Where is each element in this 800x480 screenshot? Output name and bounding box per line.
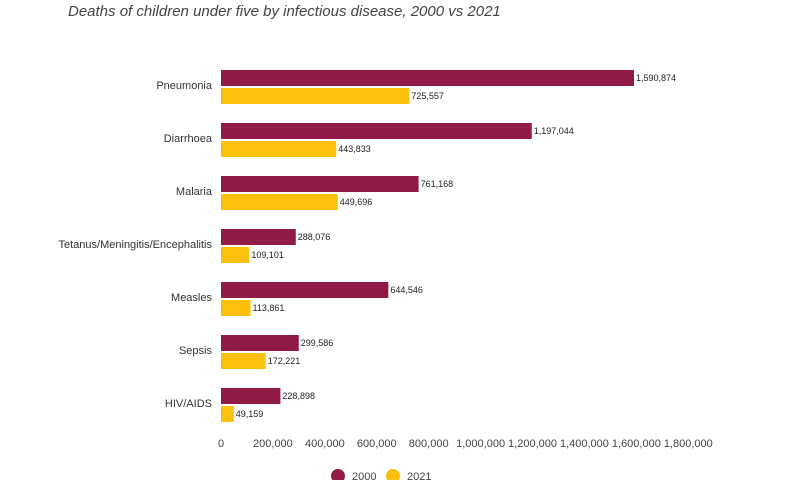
x-tick-label: 1,000,000 [456, 438, 505, 450]
category-label: Pneumonia [156, 80, 213, 92]
chart-title: Deaths of children under five by infecti… [68, 3, 501, 20]
bar-2000 [221, 282, 389, 298]
bar-2000 [221, 70, 634, 86]
data-label: 113,861 [253, 303, 285, 313]
bar-2000 [221, 229, 296, 245]
category-label: HIV/AIDS [165, 398, 212, 410]
bar-2000 [221, 335, 299, 351]
data-label: 109,101 [251, 250, 284, 260]
data-label: 1,590,874 [636, 73, 676, 83]
legend-label: 2021 [407, 471, 431, 480]
data-label: 228,898 [282, 391, 315, 401]
bar-2000 [221, 388, 281, 404]
data-label: 761,168 [421, 179, 454, 189]
bar-2021 [221, 247, 250, 263]
data-label: 443,833 [338, 144, 371, 154]
x-tick-label: 200,000 [253, 438, 293, 450]
legend-swatch-2000 [331, 469, 345, 480]
x-tick-label: 1,600,000 [612, 438, 661, 450]
data-label: 644,546 [390, 285, 423, 295]
x-tick-label: 600,000 [357, 438, 397, 450]
legend-label: 2000 [352, 471, 376, 480]
x-tick-label: 1,400,000 [560, 438, 609, 450]
x-tick-label: 1,800,000 [664, 438, 713, 450]
data-label: 299,586 [301, 338, 334, 348]
data-label: 1,197,044 [534, 126, 574, 136]
category-label: Malaria [176, 186, 213, 198]
data-label: 725,557 [411, 91, 444, 101]
category-label: Sepsis [179, 345, 213, 357]
bar-2021 [221, 194, 338, 210]
data-label: 172,221 [268, 356, 301, 366]
category-label: Diarrhoea [164, 133, 213, 145]
data-label: 49,159 [236, 409, 264, 419]
x-tick-label: 800,000 [409, 438, 449, 450]
category-label: Tetanus/Meningitis/Encephalitis [59, 239, 213, 251]
x-tick-label: 400,000 [305, 438, 345, 450]
x-tick-label: 1,200,000 [508, 438, 557, 450]
data-label: 449,696 [340, 197, 373, 207]
bar-2021 [221, 300, 251, 316]
x-tick-label: 0 [218, 438, 224, 450]
bar-2021 [221, 141, 337, 157]
bar-2021 [221, 353, 266, 369]
bar-2021 [221, 406, 234, 422]
data-label: 288,076 [298, 232, 331, 242]
bar-2000 [221, 176, 419, 192]
category-label: Measles [171, 292, 212, 304]
bar-2021 [221, 88, 410, 104]
bar-2000 [221, 123, 532, 139]
legend-swatch-2021 [386, 469, 400, 480]
